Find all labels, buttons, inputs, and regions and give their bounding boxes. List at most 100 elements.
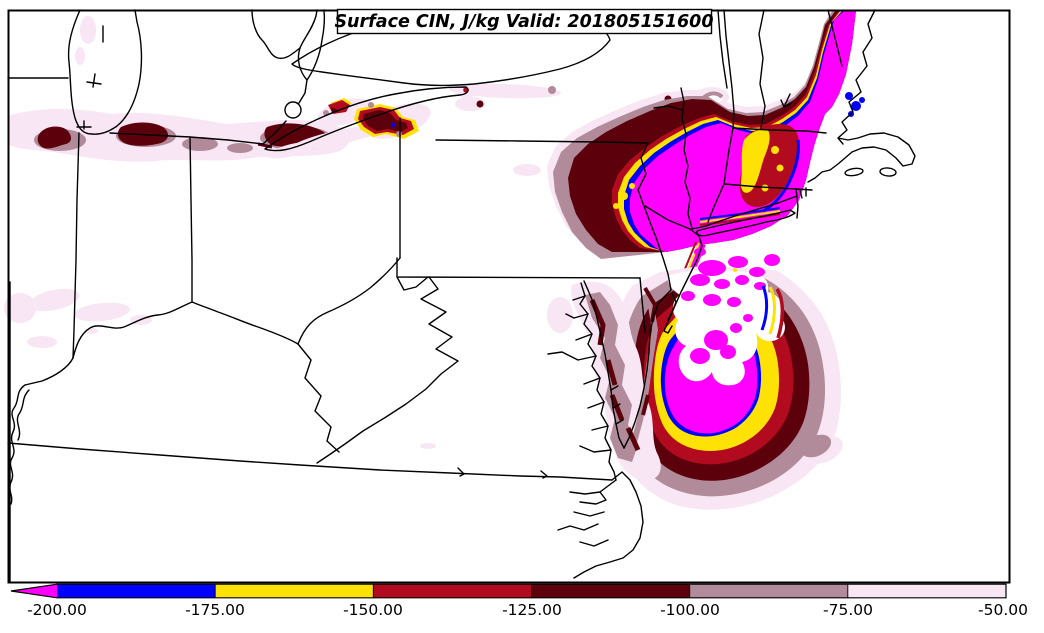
delaware-river [637, 142, 672, 291]
state-border [396, 276, 429, 291]
state-border [723, 127, 734, 185]
ohio-river [24, 257, 401, 386]
state-border [827, 9, 843, 67]
contour-region [768, 286, 776, 335]
basemap [7, 9, 916, 583]
coastline [799, 187, 807, 199]
state-border [316, 276, 459, 464]
long-island [696, 209, 796, 237]
lake-michigan [67, 9, 143, 135]
contour-region [690, 274, 710, 286]
river [457, 467, 548, 479]
colorbar-tick-labels: -200.00 -175.00 -150.00 -125.00 -100.00 … [27, 601, 1028, 619]
state-border [639, 277, 646, 333]
delaware-bay [667, 292, 677, 321]
contour-region [390, 122, 396, 128]
contour-region [690, 348, 710, 364]
contour-region [331, 107, 340, 113]
sounds [557, 479, 617, 547]
state-border [435, 139, 649, 144]
colorbar-extend-arrow [11, 584, 57, 598]
contour-region [714, 279, 730, 289]
contour-region [547, 297, 573, 333]
contour-region [28, 288, 80, 312]
contour-region [764, 254, 780, 266]
island [879, 167, 897, 177]
contour-region [845, 92, 853, 100]
contour-region [368, 102, 374, 108]
lake-erie [264, 86, 469, 152]
contour-region [851, 101, 861, 111]
colorbar-dividers [214, 584, 849, 598]
contour-region [75, 47, 85, 65]
contour-region [775, 288, 785, 339]
contour-region [733, 268, 737, 272]
contour-region [86, 328, 98, 334]
island [844, 167, 864, 177]
contour-region [80, 16, 96, 44]
contour-region [730, 323, 742, 333]
contour-region [513, 164, 541, 176]
colorbar-segment [689, 584, 848, 598]
delmarva-coast [623, 289, 672, 449]
cin-shading [4, 10, 865, 510]
coastline [807, 9, 916, 183]
title-background [336, 8, 713, 35]
nj-coast [663, 228, 703, 334]
state-border [7, 442, 613, 481]
state-border [297, 343, 340, 453]
river [9, 384, 26, 505]
lake-marks [76, 25, 104, 130]
tick-label: -50.00 [978, 601, 1028, 619]
contour-region [609, 394, 625, 421]
contour-region [37, 126, 71, 149]
river [653, 105, 683, 111]
colorbar-segment [531, 584, 690, 598]
state-border [758, 9, 766, 129]
contour-region [728, 256, 748, 268]
contour-region [396, 131, 402, 137]
state-border [732, 127, 827, 134]
tick-label: -75.00 [823, 601, 873, 619]
colorbar-segment [57, 584, 216, 598]
state-border [644, 205, 691, 230]
contour-region [776, 164, 784, 172]
colorbar-segment [215, 584, 374, 598]
contour-region [703, 294, 721, 306]
state-border [707, 183, 725, 223]
outer-banks [573, 471, 644, 579]
contour-region [630, 10, 856, 252]
contour-region [625, 426, 641, 452]
contour-region [629, 183, 635, 189]
contour-region [266, 141, 318, 159]
contour-region [227, 143, 253, 153]
colorbar-segment [847, 584, 1006, 598]
contour-region [681, 291, 695, 301]
contour-region [74, 302, 130, 322]
colorbar: -200.00 -175.00 -150.00 -125.00 -100.00 … [10, 583, 1028, 619]
contour-region [743, 314, 753, 322]
contour-region [620, 192, 628, 200]
contour-region [740, 129, 770, 193]
contour-region [727, 297, 741, 307]
tick-label: -175.00 [185, 601, 245, 619]
contour-region [476, 100, 484, 108]
title-box: Surface CIN, J/kg Valid: 201805151600 [334, 8, 714, 35]
contour-region [605, 359, 618, 386]
contour-region [4, 293, 36, 323]
state-border [396, 257, 641, 279]
state-border [795, 188, 799, 219]
contour-region [631, 299, 659, 443]
contour-region [761, 184, 769, 192]
contour-region [735, 275, 749, 285]
lake-champlain [717, 9, 728, 89]
contour-region [859, 97, 865, 103]
contour-region [455, 97, 485, 111]
contour-region [420, 443, 436, 449]
contour-region [449, 83, 561, 99]
river [16, 389, 30, 441]
contour-region [27, 336, 57, 348]
chesapeake-bay [583, 280, 625, 449]
lake-st-clair [284, 101, 302, 119]
